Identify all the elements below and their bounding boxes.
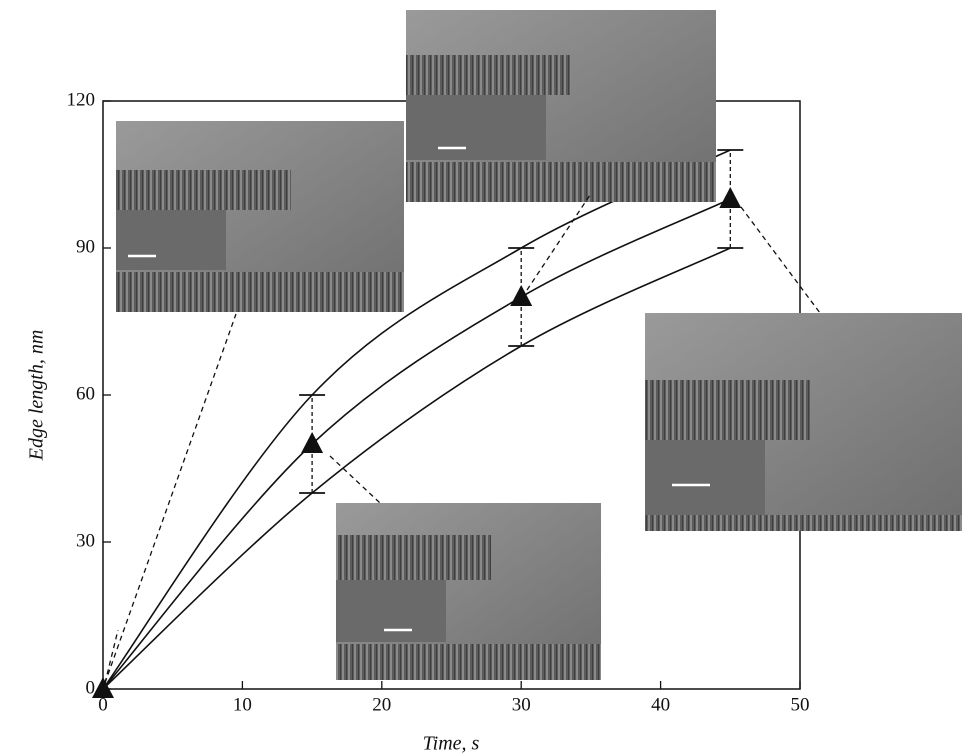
x-tick-label: 0 [98, 694, 108, 715]
x-tick-label: 30 [512, 694, 531, 715]
x-tick-label: 50 [791, 694, 810, 715]
x-tick-label: 20 [372, 694, 391, 715]
y-tick-label: 60 [76, 383, 95, 404]
callout-arrows [104, 194, 821, 684]
marker [510, 285, 533, 306]
x-axis-title: Time, s [423, 733, 480, 755]
marker [301, 432, 324, 453]
sem-inset [116, 121, 404, 312]
marker [719, 187, 742, 208]
insets [116, 10, 962, 680]
x-tick-label: 10 [233, 694, 252, 715]
x-tick-label: 40 [651, 694, 670, 715]
y-tick-label: 120 [67, 89, 96, 110]
y-tick-label: 90 [76, 236, 95, 257]
curve [102, 198, 731, 690]
y-tick-label: 0 [86, 677, 96, 698]
curve [102, 247, 731, 690]
y-axis-title: Edge length, nm [26, 330, 48, 462]
sem-inset [645, 313, 962, 531]
sem-inset [406, 10, 716, 202]
sem-inset [336, 503, 601, 680]
y-tick-label: 30 [76, 530, 95, 551]
